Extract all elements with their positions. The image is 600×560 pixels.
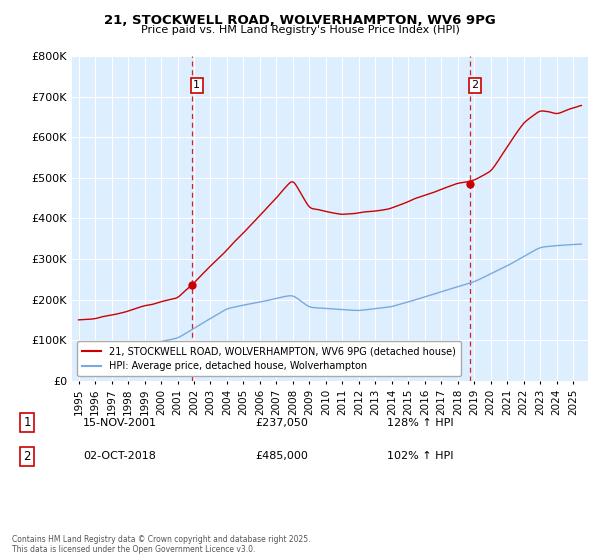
Text: £485,000: £485,000 (256, 451, 308, 461)
Text: 15-NOV-2001: 15-NOV-2001 (83, 418, 157, 428)
Text: 102% ↑ HPI: 102% ↑ HPI (387, 451, 453, 461)
Text: 1: 1 (23, 416, 31, 430)
Legend: 21, STOCKWELL ROAD, WOLVERHAMPTON, WV6 9PG (detached house), HPI: Average price,: 21, STOCKWELL ROAD, WOLVERHAMPTON, WV6 9… (77, 342, 461, 376)
Text: Price paid vs. HM Land Registry's House Price Index (HPI): Price paid vs. HM Land Registry's House … (140, 25, 460, 35)
Text: 128% ↑ HPI: 128% ↑ HPI (386, 418, 454, 428)
Text: Contains HM Land Registry data © Crown copyright and database right 2025.
This d: Contains HM Land Registry data © Crown c… (12, 535, 311, 554)
Text: 02-OCT-2018: 02-OCT-2018 (83, 451, 157, 461)
Text: 2: 2 (23, 450, 31, 463)
Text: 21, STOCKWELL ROAD, WOLVERHAMPTON, WV6 9PG: 21, STOCKWELL ROAD, WOLVERHAMPTON, WV6 9… (104, 14, 496, 27)
Text: £237,050: £237,050 (256, 418, 308, 428)
Text: 2: 2 (472, 81, 479, 90)
Text: 1: 1 (193, 81, 200, 90)
